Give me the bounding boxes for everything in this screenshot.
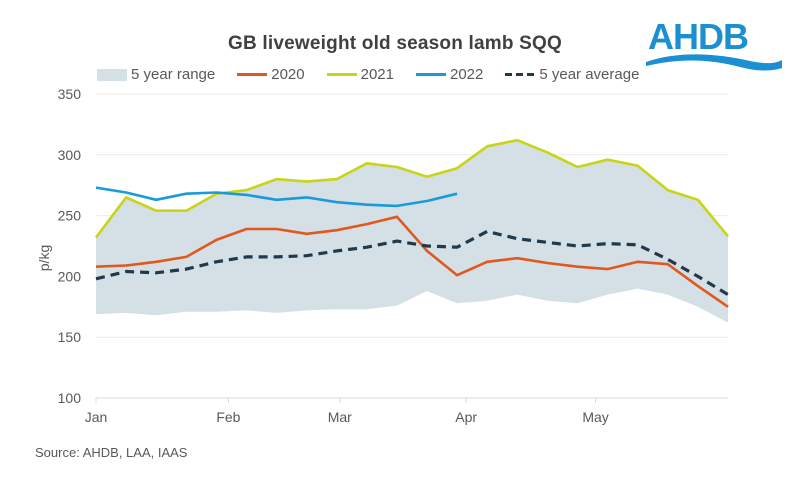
source-note: Source: AHDB, LAA, IAAS: [35, 445, 188, 460]
legend-label-range: 5 year range: [131, 66, 216, 83]
y-tick-label: 350: [58, 86, 82, 102]
x-tick-label: Feb: [216, 409, 240, 425]
legend-item-range: 5 year range: [97, 66, 215, 83]
legend-label-2020: 2020: [271, 66, 305, 83]
series-line-5-year-average: [95, 229, 729, 296]
legend-item-2021: 2021: [326, 66, 394, 83]
axes: 100 150 200 250 300 350 Jan Feb Mar Apr May: [58, 86, 609, 425]
logo-text: AHDB: [648, 16, 749, 57]
range-band-5-year: [96, 140, 728, 323]
legend-item-2022: 2022: [415, 66, 484, 83]
legend-swatch-2020: [237, 73, 268, 76]
legend: 5 year range 2020 2021 2022 5 year avera…: [97, 66, 661, 83]
legend-swatch-range: [97, 68, 127, 81]
legend-item-2020: 2020: [237, 66, 305, 83]
x-tick-label: Mar: [328, 409, 352, 425]
x-tick-label: Apr: [455, 409, 477, 425]
y-axis-title: p/kg: [36, 245, 52, 271]
series-line-2020: [95, 215, 729, 308]
legend-label-average: 5 year average: [539, 66, 640, 83]
legend-item-average: 5 year average: [505, 66, 639, 83]
legend-label-2021: 2021: [360, 66, 394, 83]
x-tick-label: May: [582, 409, 608, 425]
y-tick-label: 250: [58, 208, 82, 224]
chart-title: GB liveweight old season lamb SQQ: [228, 33, 562, 54]
legend-swatch-2021: [326, 73, 357, 76]
ahdb-logo: AHDB: [640, 14, 785, 74]
series-layer: [94, 138, 730, 308]
logo-wave-icon: [646, 54, 782, 71]
legend-swatch-2022: [415, 73, 446, 76]
range-band-layer: [96, 140, 728, 323]
legend-swatch-average: [505, 73, 536, 76]
series-line-2021: [94, 138, 730, 239]
y-tick-label: 150: [58, 329, 82, 345]
y-tick-label: 100: [58, 390, 82, 406]
legend-label-2022: 2022: [449, 66, 484, 83]
x-tick-label: Jan: [85, 409, 108, 425]
y-tick-label: 300: [58, 147, 82, 163]
y-tick-label: 200: [58, 268, 82, 284]
series-line-2022: [95, 186, 458, 208]
